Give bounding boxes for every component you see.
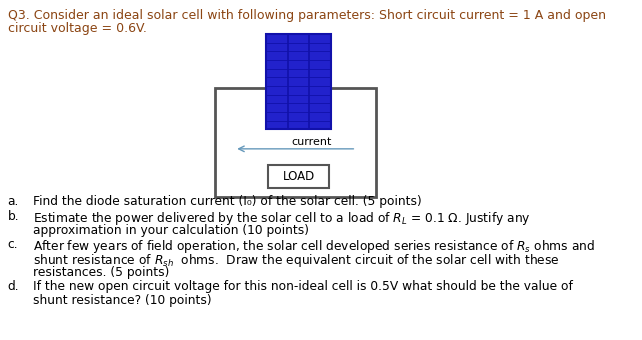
Text: approximation in your calculation (10 points): approximation in your calculation (10 po… — [33, 224, 309, 237]
Text: b.: b. — [8, 210, 19, 223]
Text: Estimate the power delivered by the solar cell to a load of $R_L$ = 0.1 $\Omega$: Estimate the power delivered by the sola… — [33, 210, 531, 227]
Text: circuit voltage = 0.6V.: circuit voltage = 0.6V. — [8, 22, 146, 35]
Text: c.: c. — [8, 238, 19, 251]
Bar — [266, 34, 331, 129]
Text: Find the diode saturation current (I₀) of the solar cell. (5 points): Find the diode saturation current (I₀) o… — [33, 195, 422, 208]
Text: shunt resistance of $R_{sh}$  ohms.  Draw the equivalent circuit of the solar ce: shunt resistance of $R_{sh}$ ohms. Draw … — [33, 252, 560, 269]
Bar — [215, 88, 376, 197]
Bar — [268, 165, 329, 188]
Text: shunt resistance? (10 points): shunt resistance? (10 points) — [33, 294, 212, 307]
Text: LOAD: LOAD — [282, 170, 315, 183]
Text: If the new open circuit voltage for this non-ideal cell is 0.5V what should be t: If the new open circuit voltage for this… — [33, 280, 573, 293]
Text: After few years of field operation, the solar cell developed series resistance o: After few years of field operation, the … — [33, 238, 595, 255]
Text: d.: d. — [8, 280, 19, 293]
Text: resistances. (5 points): resistances. (5 points) — [33, 266, 169, 279]
Text: a.: a. — [8, 195, 19, 208]
Text: Q3. Consider an ideal solar cell with following parameters: Short circuit curren: Q3. Consider an ideal solar cell with fo… — [8, 8, 605, 21]
Text: current: current — [291, 137, 331, 147]
